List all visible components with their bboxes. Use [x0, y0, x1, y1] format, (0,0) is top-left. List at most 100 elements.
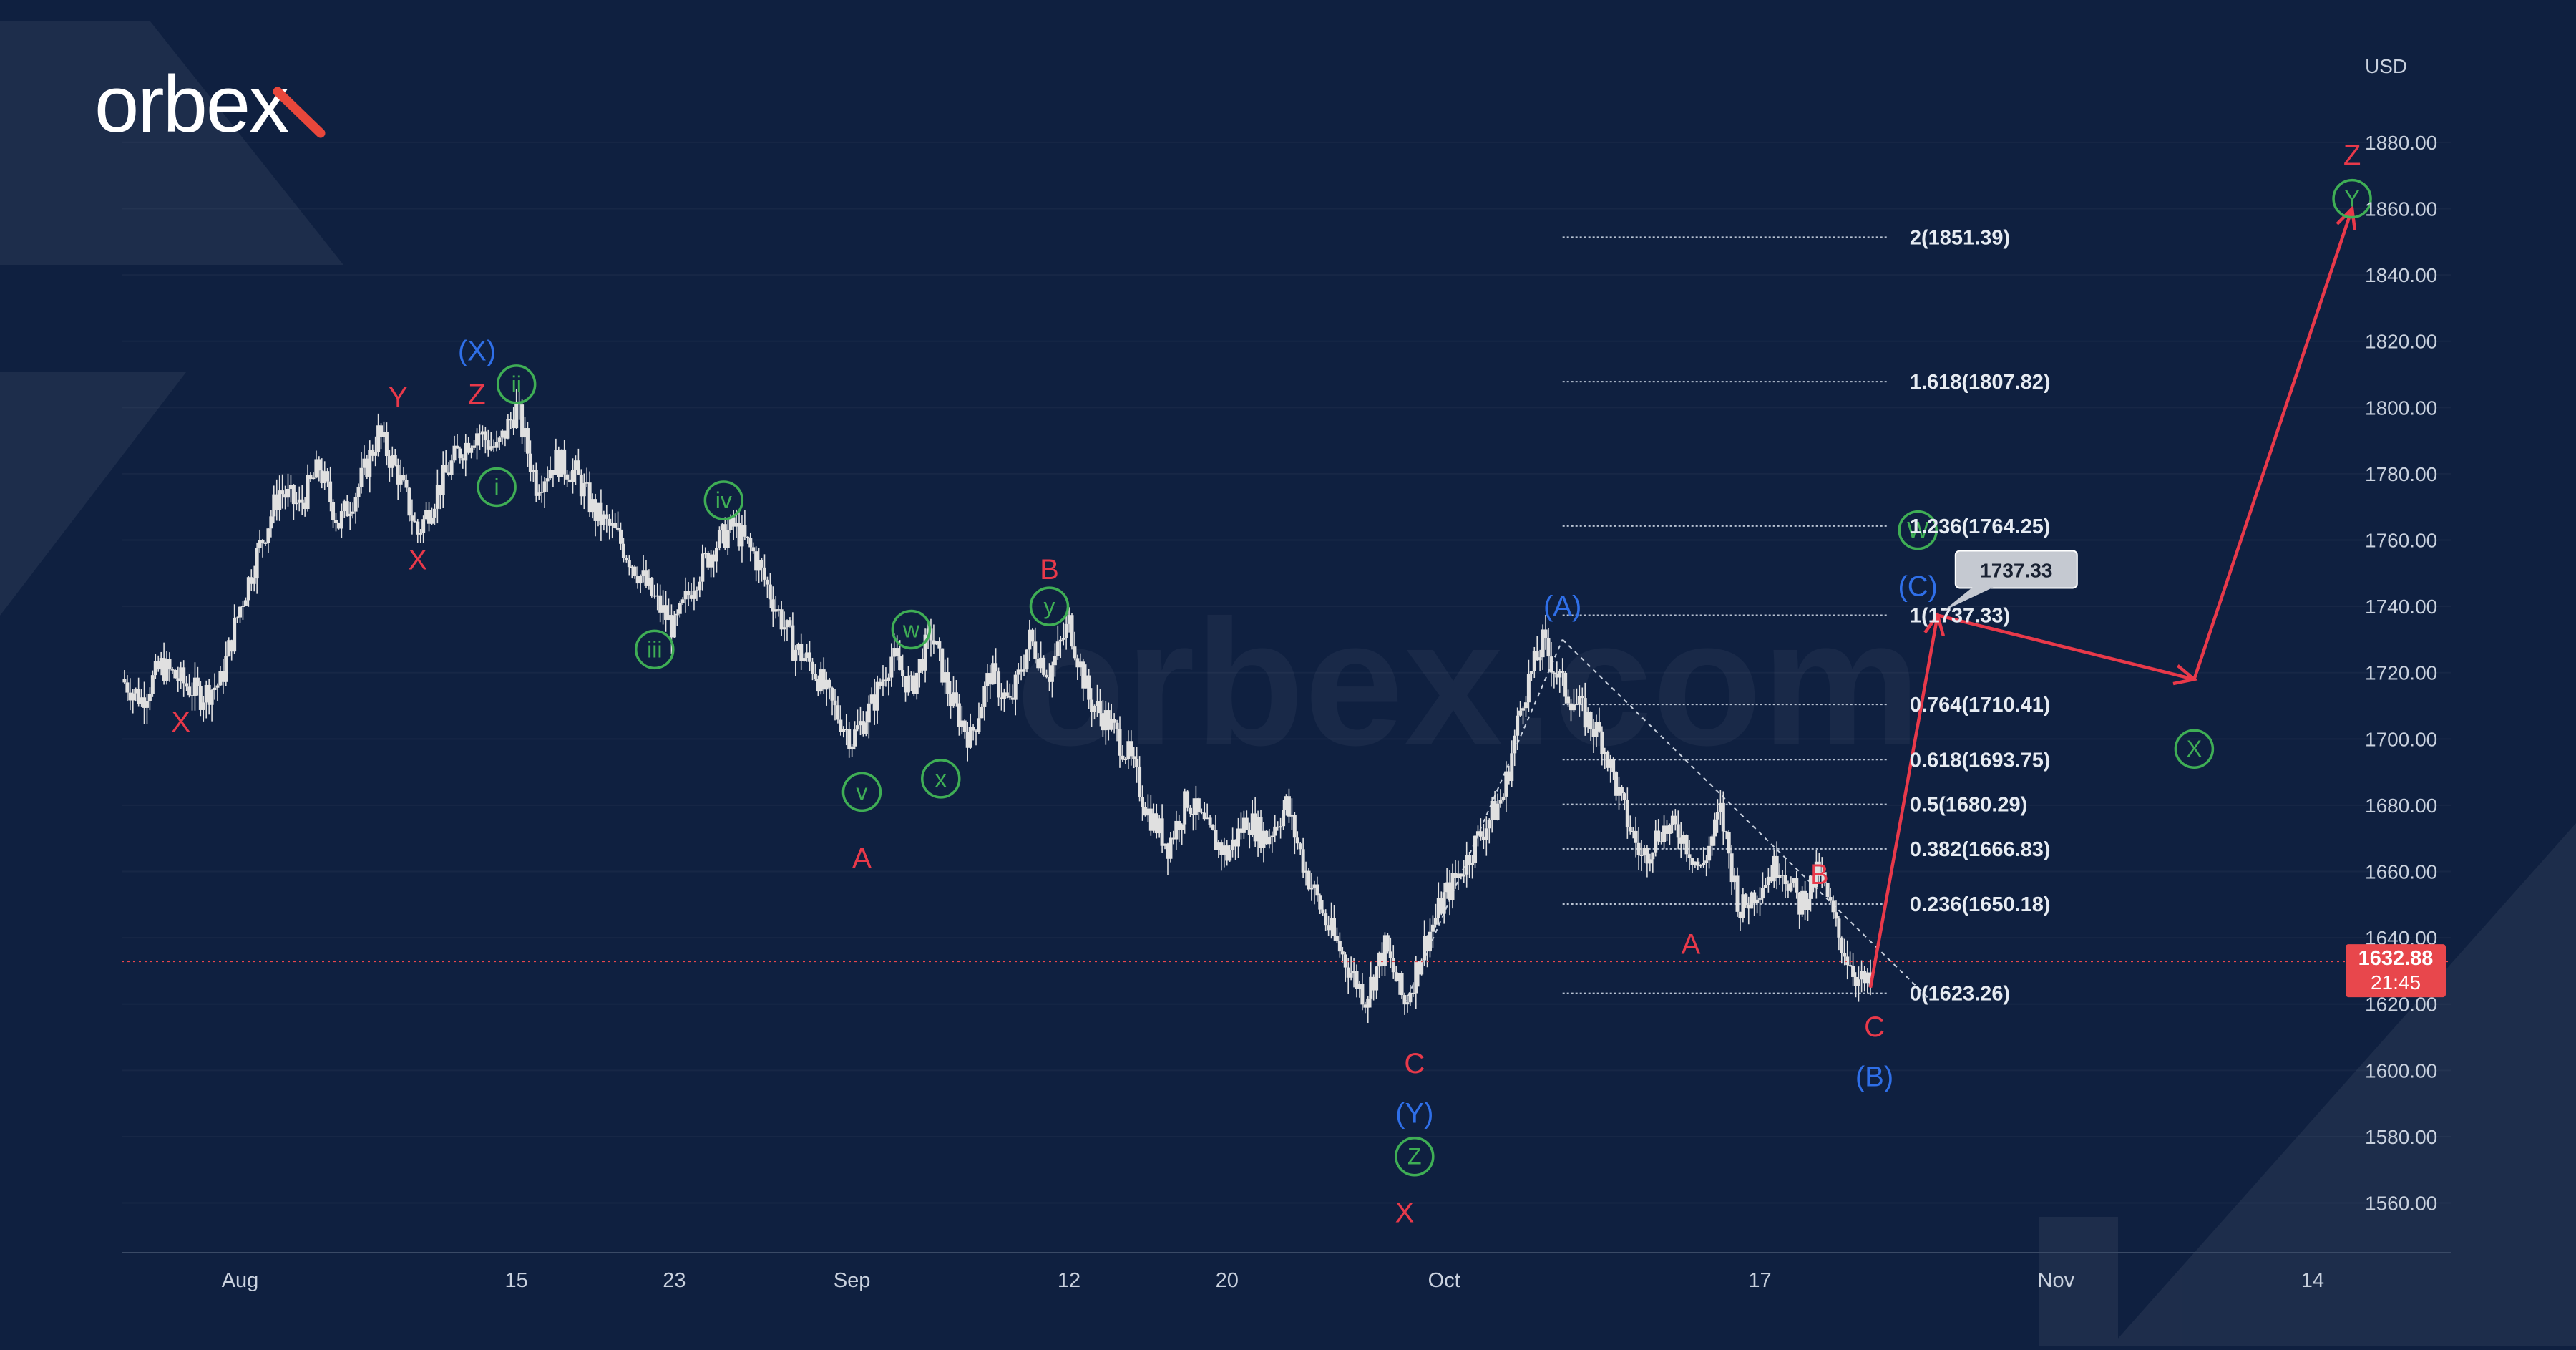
candle-body: [841, 729, 846, 732]
candle-body: [1273, 826, 1277, 836]
y-axis[interactable]: 1560.001580.001600.001620.001640.001660.…: [2365, 132, 2437, 1215]
candle-body: [1382, 935, 1387, 966]
candle-body: [650, 578, 654, 596]
candle-body: [540, 492, 544, 493]
candle-body: [751, 547, 756, 552]
candle-body: [788, 620, 792, 626]
candle-body: [906, 676, 910, 693]
candle-body: [791, 625, 795, 661]
wave-label: Z: [468, 379, 485, 410]
candle-body: [889, 656, 894, 678]
candle-body: [1352, 971, 1356, 973]
candle-body: [1118, 729, 1122, 756]
candle-body: [757, 560, 761, 571]
candle-body: [937, 641, 942, 649]
target-tag[interactable]: 1737.33: [1943, 550, 2078, 611]
candle-body: [869, 694, 874, 704]
candle-body: [1267, 837, 1272, 845]
candle-body: [500, 430, 504, 438]
candle-body: [1510, 753, 1514, 781]
candle-body: [1157, 818, 1161, 834]
candle-body: [1292, 815, 1297, 838]
wave-label: Z: [1407, 1144, 1422, 1170]
fib-level-label: 1(1737.33): [1910, 604, 2010, 627]
candle-body: [1481, 836, 1485, 840]
candle-body: [235, 617, 240, 619]
candle-body: [1654, 830, 1658, 853]
candle-body: [1129, 741, 1133, 757]
candle-body: [856, 725, 860, 730]
candle-body: [1372, 976, 1376, 991]
candle-body: [599, 502, 603, 525]
candle-body: [548, 470, 552, 479]
candle-body: [853, 729, 857, 747]
candle-body: [641, 570, 645, 576]
candle-body: [326, 471, 330, 482]
candle-body: [300, 499, 304, 503]
candle-body: [308, 475, 313, 480]
candle-body: [438, 485, 442, 495]
candle-body: [952, 692, 955, 706]
candle-body: [1095, 701, 1099, 706]
candle-body: [213, 687, 217, 691]
y-tick-label: 1880.00: [2365, 132, 2437, 154]
candle-body: [1747, 905, 1751, 909]
candle-body: [1468, 855, 1472, 865]
candle-body: [965, 732, 970, 748]
candle-body: [748, 538, 753, 548]
candle-body: [1236, 828, 1241, 847]
candle-body: [619, 529, 623, 544]
candle-body: [1825, 883, 1830, 898]
candle-body: [195, 677, 200, 686]
x-tick-label: Nov: [2038, 1269, 2075, 1292]
candle-body: [692, 591, 696, 599]
x-axis[interactable]: Aug 15 23 Sep 12 20 Oct 17 Nov 14: [222, 1269, 2324, 1292]
candle-body: [703, 553, 708, 555]
candle-body: [1609, 759, 1613, 768]
candle-body: [940, 648, 945, 683]
candle-body: [1484, 828, 1488, 840]
candle-body: [884, 679, 888, 681]
candle-body: [1276, 826, 1280, 828]
candle-body: [1670, 815, 1674, 825]
background-decor: [0, 21, 2576, 1346]
candle-body: [1247, 830, 1252, 836]
candle-body: [1385, 935, 1390, 952]
candle-body: [492, 446, 496, 448]
candle-body: [1571, 704, 1576, 711]
candle-body: [542, 481, 547, 492]
candle-body: [1840, 937, 1844, 953]
candle-body: [207, 684, 211, 705]
wave-label: A: [1682, 928, 1701, 960]
candle-body: [1766, 876, 1770, 885]
candle-body: [1148, 808, 1153, 831]
candle-body: [1583, 698, 1587, 728]
candle-body: [1318, 895, 1322, 910]
candle-body: [150, 675, 155, 694]
candle-body: [1259, 817, 1263, 848]
x-tick-label: 15: [505, 1269, 528, 1292]
candle-body: [1304, 870, 1308, 873]
candle-body: [1423, 936, 1427, 961]
candle-body: [666, 615, 670, 620]
candle-body: [576, 460, 580, 475]
candle-body: [779, 609, 784, 630]
candle-body: [1402, 995, 1407, 1005]
candle-body: [1693, 861, 1697, 865]
candle-body: [624, 558, 628, 560]
candle-body: [444, 465, 448, 473]
candle-body: [1375, 966, 1379, 991]
candle-body: [1321, 909, 1325, 914]
candle-body: [1806, 898, 1810, 910]
candle-body: [1456, 873, 1460, 878]
candle-body: [551, 470, 555, 475]
candle-body: [980, 706, 984, 719]
wave-label: B: [1810, 859, 1829, 890]
x-tick-label: Sep: [834, 1269, 871, 1292]
candle-body: [1865, 972, 1870, 984]
candle-body: [1718, 802, 1722, 812]
candle-body: [608, 518, 612, 526]
candle-body: [1521, 708, 1526, 711]
candle-body: [1710, 836, 1714, 846]
